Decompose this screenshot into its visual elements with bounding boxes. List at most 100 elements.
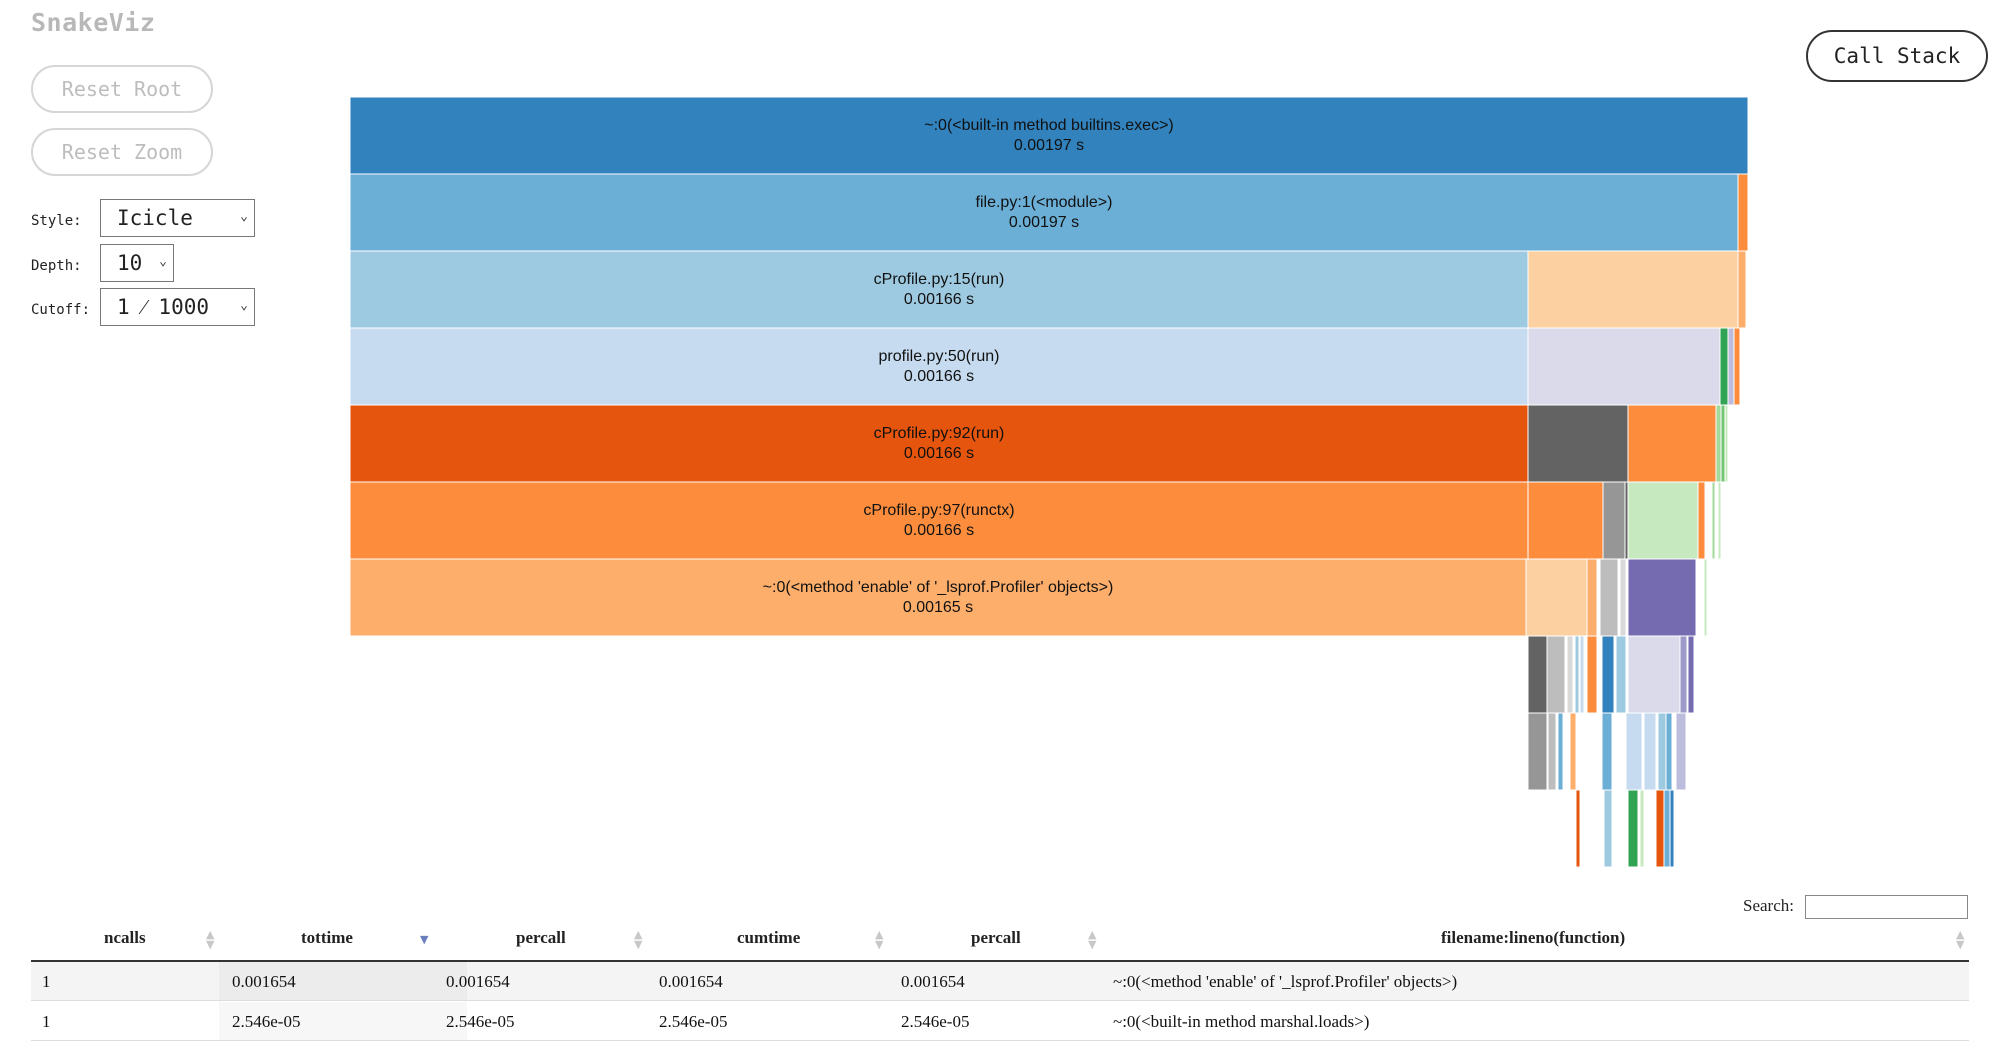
icicle-frame[interactable] [1703,558,1708,637]
chevron-down-icon: ⌄ [159,254,167,269]
cell-percall-cum: 2.546e-05 [901,1012,970,1031]
icicle-frame[interactable] [349,558,1527,637]
icicle-frame[interactable] [1657,712,1667,791]
sort-both-icon: ▲ ▼ [1088,928,1097,951]
cell-function: ~:0(<built-in method marshal.loads>) [1113,1012,1370,1031]
icicle-frame[interactable] [349,404,1529,483]
cell-function: ~:0(<method 'enable' of '_lsprof.Profile… [1113,972,1458,991]
style-select[interactable]: Icicle ⌄ [100,199,255,237]
style-label: Style: [31,213,82,229]
column-header-percall-cum[interactable]: percall [971,928,1021,947]
sort-desc-icon: ▼ [420,933,429,946]
cell-tottime: 0.001654 [232,972,296,991]
column-header-ncalls[interactable]: ncalls [104,928,146,947]
icicle-frame[interactable] [1575,789,1581,868]
icicle-frame[interactable] [1566,635,1574,714]
cell-cumtime: 2.546e-05 [659,1012,728,1031]
icicle-frame[interactable] [1687,635,1695,714]
cutoff-select[interactable]: 1 ⁄ 1000 ⌄ [100,288,255,326]
icicle-frame[interactable] [1627,558,1697,637]
icicle-frame[interactable] [1557,712,1564,791]
table-row[interactable]: 1 2.546e-05 2.546e-05 2.546e-05 2.546e-0… [31,1002,1969,1041]
cell-percall: 2.546e-05 [446,1012,515,1031]
icicle-frame[interactable] [1527,327,1721,406]
icicle-frame[interactable] [349,481,1529,560]
sort-both-icon: ▲ ▼ [875,928,884,951]
icicle-frame[interactable] [1737,173,1749,252]
depth-label: Depth: [31,258,82,274]
icicle-frame[interactable] [1579,635,1585,714]
icicle-frame[interactable] [1643,712,1657,791]
icicle-frame[interactable] [1675,712,1687,791]
icicle-frame[interactable] [349,327,1529,406]
icicle-frame[interactable] [1527,635,1548,714]
cell-ncalls: 1 [42,972,51,991]
icicle-frame[interactable] [1724,404,1729,483]
cell-cumtime: 0.001654 [659,972,723,991]
icicle-frame[interactable] [1627,789,1639,868]
search-label: Search: [1743,896,1794,915]
icicle-frame[interactable] [1601,635,1615,714]
icicle-frame[interactable] [1527,481,1604,560]
icicle-frame[interactable] [1639,789,1645,868]
icicle-frame[interactable] [1619,558,1627,637]
cell-ncalls: 1 [42,1012,51,1031]
cutoff-select-value: 1 ⁄ 1000 [117,294,210,319]
icicle-frame[interactable] [1697,481,1706,560]
icicle-frame[interactable] [1586,558,1598,637]
icicle-frame[interactable] [1547,712,1557,791]
icicle-frame[interactable] [1627,481,1699,560]
icicle-chart[interactable] [0,0,1999,880]
icicle-frame[interactable] [1603,789,1613,868]
chevron-down-icon: ⌄ [240,209,248,224]
search-input[interactable] [1805,895,1968,919]
column-header-percall[interactable]: percall [516,928,566,947]
depth-select-value: 10 [117,251,143,275]
reset-zoom-button[interactable]: Reset Zoom [31,128,213,176]
column-header-function[interactable]: filename:lineno(function) [1441,928,1626,947]
icicle-frame[interactable] [1627,404,1717,483]
icicle-frame[interactable] [349,250,1529,329]
icicle-frame[interactable] [1569,712,1577,791]
icicle-frame[interactable] [1717,481,1722,560]
icicle-frame[interactable] [1599,558,1619,637]
icicle-frame[interactable] [1525,558,1588,637]
icicle-frame[interactable] [1665,712,1673,791]
icicle-frame[interactable] [1574,635,1580,714]
app-title: SnakeViz [31,8,156,37]
table-header-divider [31,960,1969,962]
icicle-frame[interactable] [1715,404,1722,483]
sort-both-icon: ▲ ▼ [1956,928,1965,951]
icicle-frame[interactable] [1527,712,1548,791]
icicle-frame[interactable] [1527,404,1629,483]
icicle-frame[interactable] [1602,481,1626,560]
icicle-frame[interactable] [349,96,1749,175]
icicle-frame[interactable] [1627,635,1681,714]
icicle-frame[interactable] [1655,789,1665,868]
icicle-frame[interactable] [1615,635,1627,714]
depth-select[interactable]: 10 ⌄ [100,244,174,282]
icicle-frame[interactable] [1586,635,1598,714]
icicle-frame[interactable] [1733,327,1741,406]
icicle-frame[interactable] [1663,789,1671,868]
reset-root-button[interactable]: Reset Root [31,65,213,113]
icicle-frame[interactable] [1679,635,1688,714]
icicle-frame[interactable] [1625,712,1643,791]
icicle-frame[interactable] [349,173,1739,252]
icicle-frame[interactable] [1720,404,1726,483]
icicle-frame[interactable] [1601,712,1613,791]
icicle-frame[interactable] [1737,250,1747,329]
cell-percall: 0.001654 [446,972,510,991]
column-header-tottime[interactable]: tottime [301,928,353,947]
table-row[interactable]: 1 0.001654 0.001654 0.001654 0.001654 ~:… [31,962,1969,1001]
chevron-down-icon: ⌄ [240,298,248,313]
icicle-frame[interactable] [1546,635,1566,714]
call-stack-button[interactable]: Call Stack [1806,30,1988,82]
cell-tottime: 2.546e-05 [232,1012,301,1031]
icicle-frame[interactable] [1669,789,1675,868]
icicle-frame[interactable] [1711,481,1716,560]
icicle-frame[interactable] [1727,327,1735,406]
column-header-cumtime[interactable]: cumtime [737,928,801,947]
icicle-frame[interactable] [1527,250,1739,329]
icicle-frame[interactable] [1719,327,1729,406]
